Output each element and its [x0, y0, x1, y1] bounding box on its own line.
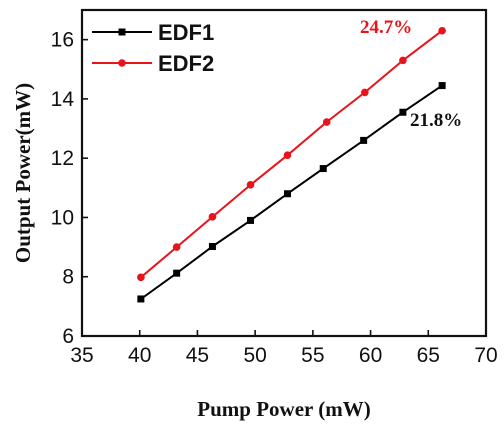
legend-marker-edf2 — [118, 59, 126, 67]
data-point-edf2 — [322, 118, 331, 126]
y-tick-label: 16 — [51, 29, 74, 52]
data-point-edf1 — [438, 82, 446, 90]
x-tick-label: 50 — [243, 344, 266, 367]
y-tick-label: 6 — [62, 325, 74, 348]
data-point-edf2 — [137, 273, 145, 282]
data-point-edf2 — [438, 26, 446, 35]
y-tick-label: 12 — [51, 147, 74, 170]
data-point-edf2 — [283, 151, 292, 160]
x-tick-label: 70 — [474, 344, 497, 367]
x-tick-label: 65 — [417, 344, 440, 367]
annotation-edf1-slope: 21.8% — [410, 110, 462, 131]
data-point-edf2 — [172, 243, 181, 251]
data-point-edf2 — [361, 88, 369, 97]
series-line-edf1 — [140, 84, 443, 300]
x-axis-title: Pump Power (mW) — [197, 397, 370, 421]
legend: EDF1 EDF2 — [92, 20, 214, 76]
data-point-edf1 — [399, 108, 407, 116]
series-layer — [137, 26, 446, 303]
legend-marker-edf1 — [118, 28, 126, 36]
data-point-edf2 — [208, 213, 217, 221]
legend-label-edf1: EDF1 — [158, 20, 214, 45]
x-tick-label: 45 — [186, 344, 209, 367]
y-tick-label: 10 — [51, 206, 74, 229]
data-point-edf1 — [137, 295, 145, 303]
data-point-edf1 — [173, 269, 181, 277]
axis-ticks: 35 40 45 50 55 60 65 70 6 8 10 12 14 16 — [51, 29, 498, 367]
data-point-edf1 — [247, 216, 255, 224]
x-tick-label: 55 — [301, 344, 324, 367]
x-tick-label: 35 — [70, 344, 93, 367]
data-point-edf1 — [319, 165, 327, 173]
y-axis-title: Output Power(mW) — [11, 83, 35, 263]
y-tick-label: 14 — [51, 88, 75, 111]
x-tick-label: 60 — [359, 344, 382, 367]
plot-frame — [80, 8, 488, 338]
legend-label-edf2: EDF2 — [158, 51, 214, 76]
data-point-edf1 — [360, 136, 368, 144]
data-point-edf1 — [283, 190, 291, 198]
annotation-edf2-slope: 24.7% — [360, 17, 412, 38]
x-tick-label: 40 — [128, 344, 151, 367]
data-point-edf2 — [246, 181, 255, 189]
data-point-edf2 — [399, 56, 407, 65]
data-point-edf1 — [208, 242, 216, 250]
y-tick-label: 8 — [62, 266, 74, 289]
